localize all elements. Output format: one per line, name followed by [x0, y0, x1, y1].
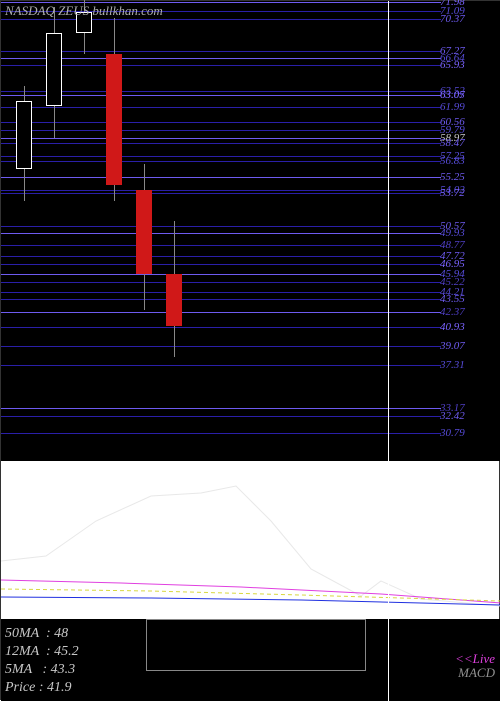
chart-frame: NASDAQ ZEUS bullkhan.com 73.4971.9871.09… — [0, 0, 500, 700]
curve-volume-outline — [1, 486, 500, 606]
price-panel-bg — [1, 1, 500, 461]
cursor-vline — [388, 1, 389, 701]
macd-placeholder-box — [146, 619, 366, 671]
curve-ma-magenta — [1, 580, 500, 603]
curve-ma-blue — [1, 597, 500, 605]
curve-ma-yellow — [1, 589, 500, 601]
